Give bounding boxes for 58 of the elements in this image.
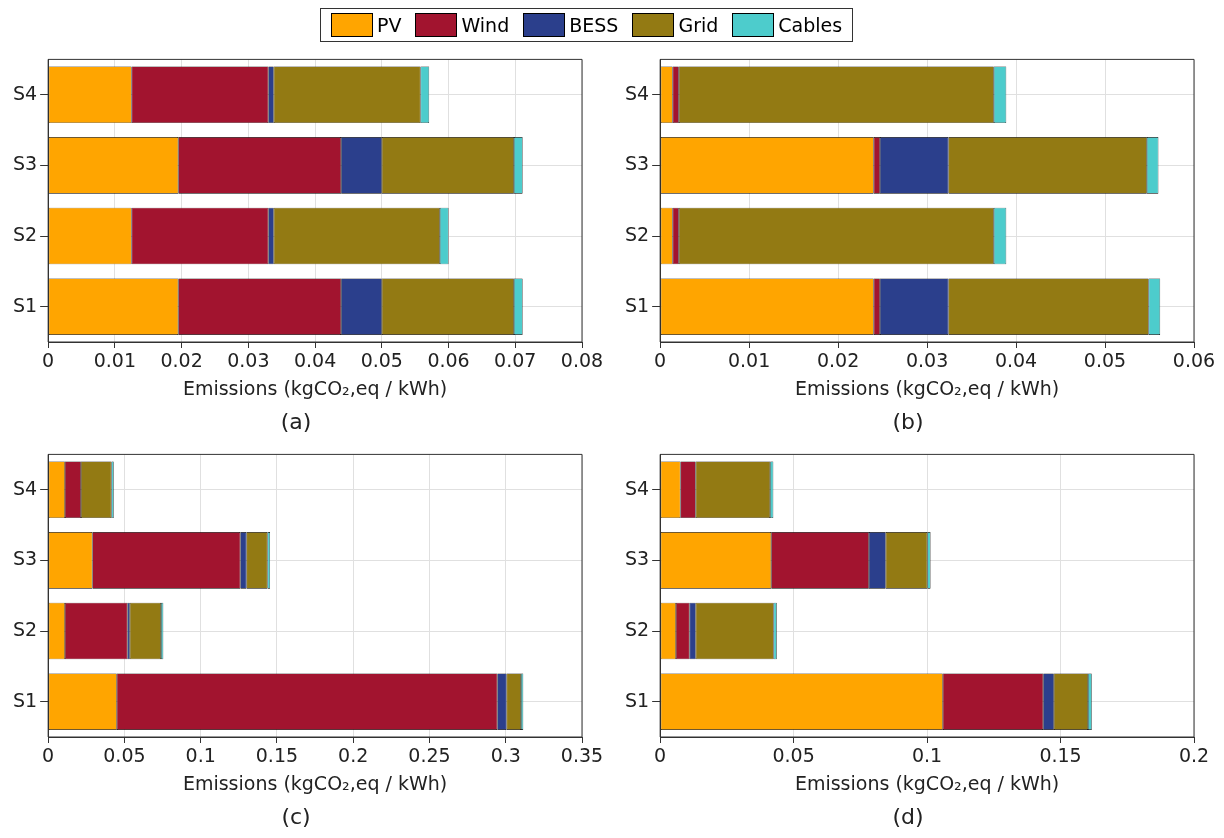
y-tick-label: S3	[12, 547, 38, 570]
y-tick-label: S1	[624, 688, 650, 711]
x-tick-label: 0.01	[93, 349, 137, 372]
text: (c)	[281, 803, 311, 829]
legend-label: PV	[377, 14, 402, 36]
x-tick-label: 0.03	[905, 349, 949, 372]
y-tick-label: S2	[12, 617, 38, 640]
x-tick-label: 0.3	[490, 744, 521, 767]
x-tick-label: 0.15	[255, 744, 299, 767]
legend-label: Wind	[461, 14, 510, 36]
x-tick-label: 0	[42, 349, 55, 372]
y-tick-label: S1	[12, 293, 38, 316]
x-tick-label: 0.06	[1172, 349, 1216, 372]
x-tick-label: 0.05	[1083, 349, 1127, 372]
y-tick-label: S3	[12, 152, 38, 175]
x-tick-label: 0.01	[727, 349, 771, 372]
x-tick-label: 0.06	[427, 349, 470, 372]
y-tick-label: S1	[12, 688, 38, 711]
x-tick-label: 0.02	[816, 349, 860, 372]
y-tick-label: S2	[624, 222, 650, 245]
y-tick-label: S4	[624, 81, 650, 104]
y-tick-label: S3	[624, 152, 650, 175]
x-tick-label: 0.05	[103, 744, 146, 767]
x-tick-label: 0.1	[911, 744, 943, 767]
legend-label: Grid	[678, 14, 719, 36]
x-axis-title: Emissions (kgCO₂,eq / kWh)	[182, 377, 448, 400]
y-tick-label: S3	[624, 547, 650, 570]
x-tick-label: 0.15	[1039, 744, 1082, 767]
legend-label: Cables	[778, 14, 843, 36]
x-axis-title: Emissions (kgCO₂,eq / kWh)	[794, 772, 1060, 795]
x-tick-label: 0.07	[494, 349, 537, 372]
x-axis-title: Emissions (kgCO₂,eq / kWh)	[182, 772, 448, 795]
y-tick-label: S1	[624, 293, 650, 316]
x-tick-label: 0.1	[185, 744, 216, 767]
x-tick-label: 0	[654, 744, 667, 767]
x-tick-label: 0.05	[360, 349, 403, 372]
x-tick-label: 0	[654, 349, 667, 372]
y-tick-label: S4	[624, 476, 650, 499]
x-tick-label: 0	[42, 744, 55, 767]
text: (d)	[892, 803, 924, 829]
x-tick-label: 0.35	[560, 744, 604, 767]
x-tick-label: 0.2	[338, 744, 369, 767]
x-tick-label: 0.2	[1178, 744, 1210, 767]
y-tick-label: S2	[624, 617, 650, 640]
y-tick-label: S4	[12, 81, 38, 104]
y-tick-label: S4	[12, 476, 38, 499]
x-tick-label: 0.04	[293, 349, 337, 372]
text: (b)	[892, 408, 924, 434]
x-tick-label: 0.03	[227, 349, 270, 372]
x-tick-label: 0.25	[408, 744, 451, 767]
x-axis-title: Emissions (kgCO₂,eq / kWh)	[794, 377, 1060, 400]
x-tick-label: 0.02	[160, 349, 203, 372]
text: (a)	[280, 408, 312, 434]
x-tick-label: 0.05	[772, 744, 815, 767]
x-tick-label: 0.04	[994, 349, 1038, 372]
x-tick-label: 0.08	[560, 349, 604, 372]
legend-label: BESS	[569, 14, 619, 36]
y-tick-label: S2	[12, 222, 38, 245]
